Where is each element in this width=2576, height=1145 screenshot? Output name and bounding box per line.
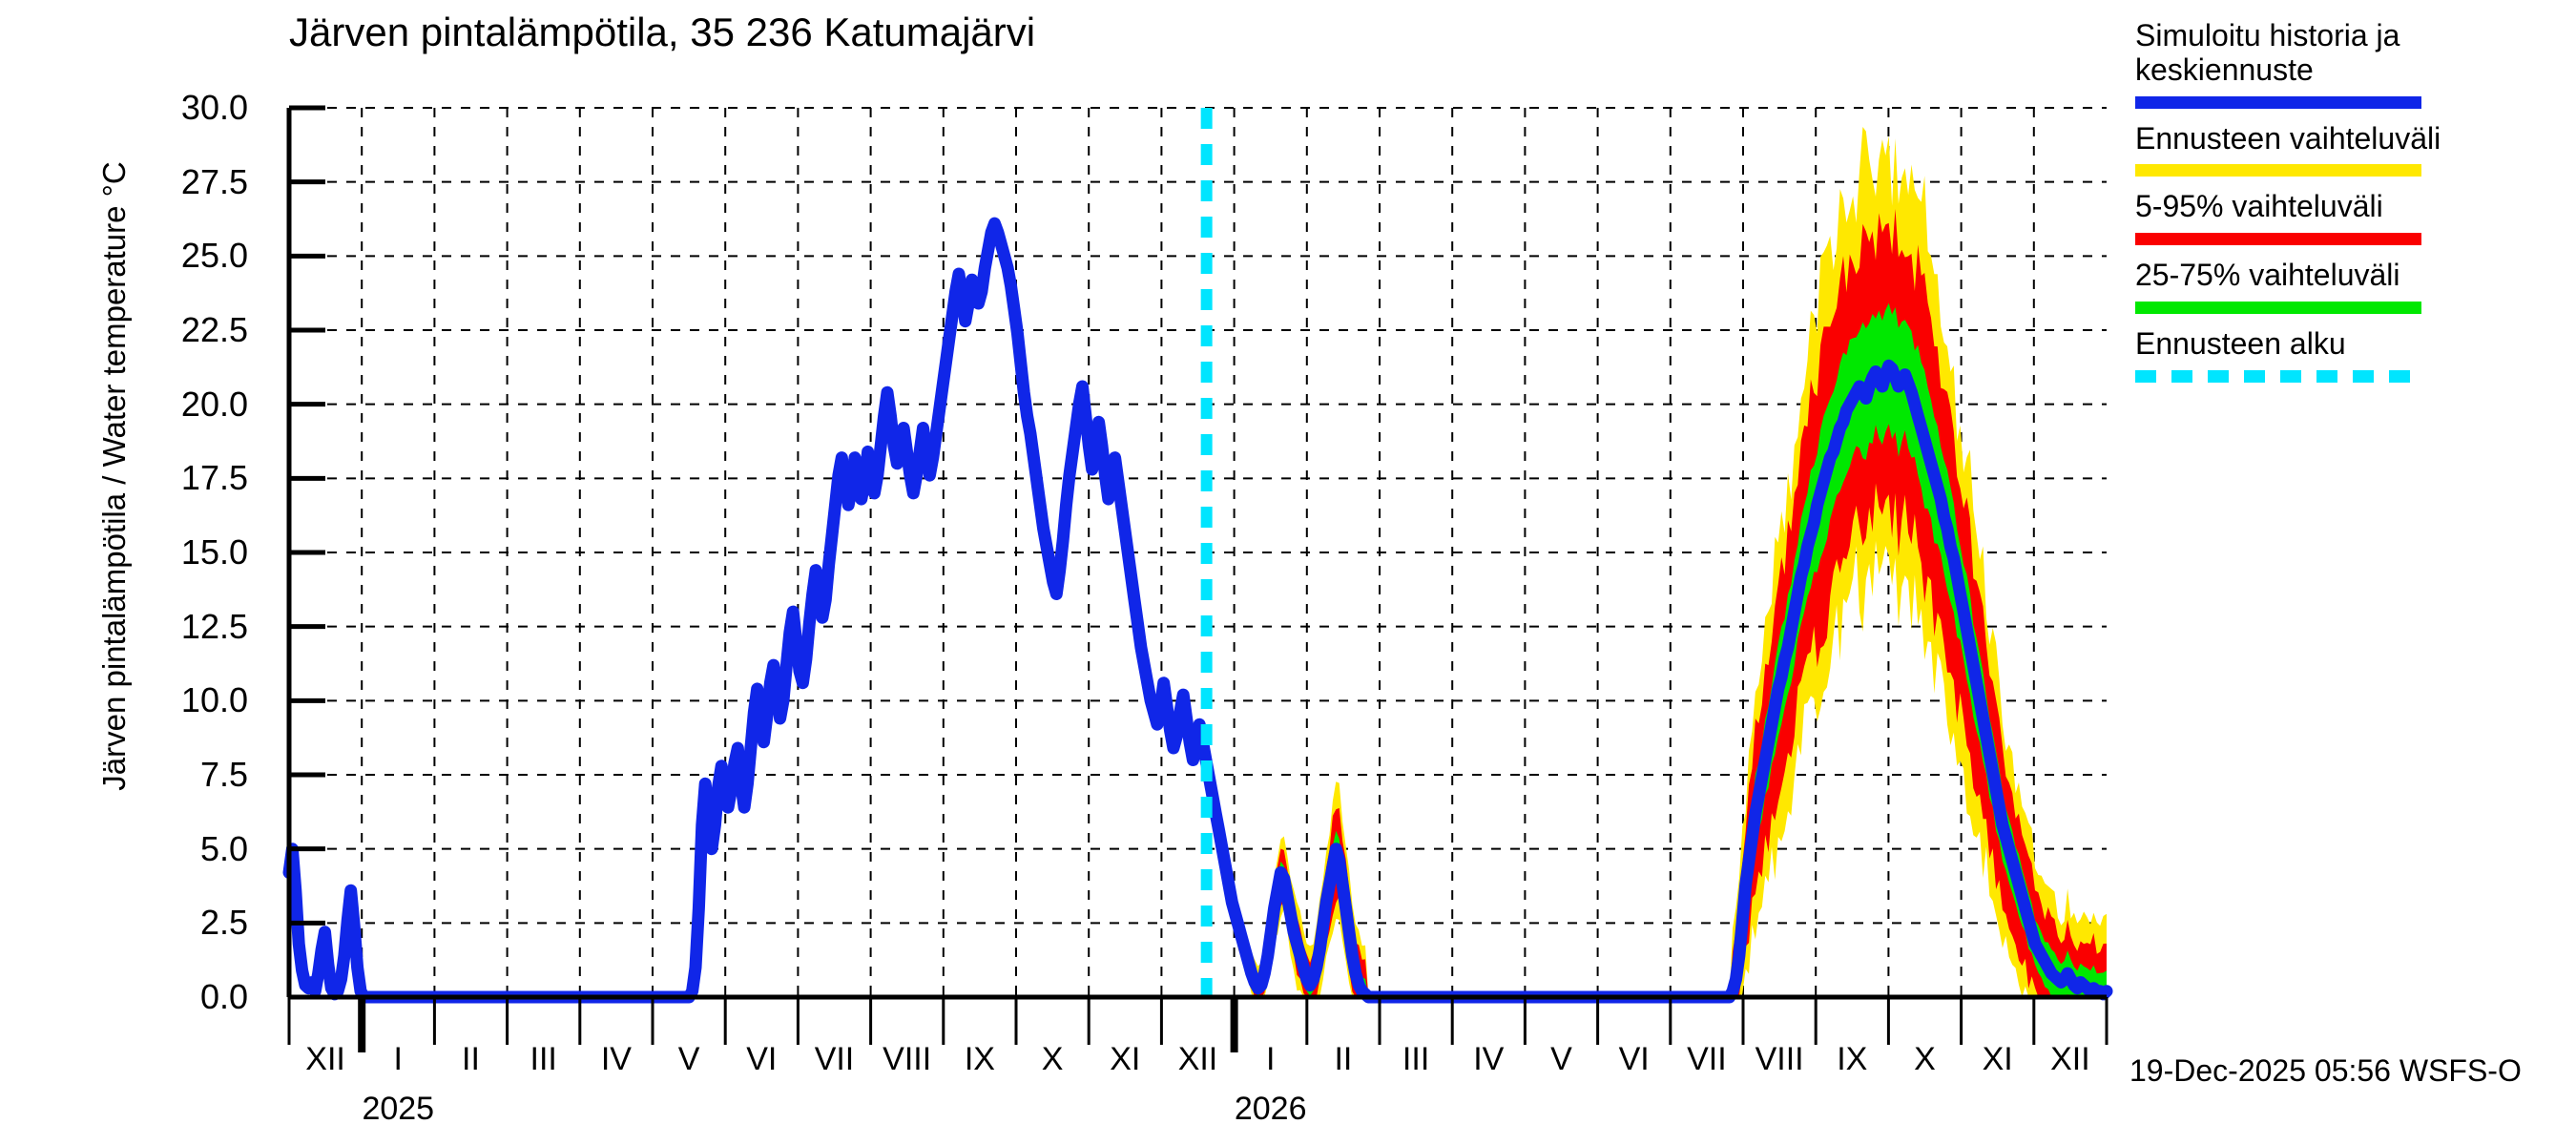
x-month-label: VIII xyxy=(1755,1041,1804,1077)
x-month-label: XI xyxy=(1110,1041,1141,1077)
x-month-label: VII xyxy=(1687,1041,1727,1077)
legend-swatch-simulated-history-median xyxy=(2135,95,2421,109)
y-tick-label: 30.0 xyxy=(180,88,248,127)
x-month-label: IV xyxy=(1473,1041,1505,1077)
x-month-label: III xyxy=(1402,1041,1430,1077)
x-year-label: 2025 xyxy=(362,1091,435,1127)
y-tick-label: 27.5 xyxy=(180,161,248,201)
y-tick-label: 17.5 xyxy=(180,458,248,498)
x-month-label: II xyxy=(1334,1041,1353,1077)
x-month-label: II xyxy=(462,1041,480,1077)
legend-swatch-forecast-range xyxy=(2135,164,2421,177)
y-tick-label: 12.5 xyxy=(180,606,248,646)
legend-label: Ennusteen vaihteluväli xyxy=(2135,120,2441,156)
x-month-label: I xyxy=(1265,1041,1276,1077)
y-tick-label: 5.0 xyxy=(199,828,248,868)
y-tick-label: 10.0 xyxy=(180,680,248,720)
x-month-label: III xyxy=(530,1041,557,1077)
y-tick-label: 25.0 xyxy=(180,236,248,276)
legend-label: Ennusteen alku xyxy=(2135,326,2346,362)
y-axis-ticks: 0.0 2.5 5.0 7.5 10.0 12.5 15.0 17.5 20.0 22.5 25.0… xyxy=(105,0,248,1145)
legend-item-forecast-start: Ennusteen alku xyxy=(2135,326,2574,383)
legend-item-range-25-75: 25-75% vaihteluväli xyxy=(2135,258,2574,315)
x-month-label: X xyxy=(1041,1041,1064,1077)
y-tick-label: 0.0 xyxy=(199,977,248,1016)
legend-label: Simuloitu historia ja keskiennuste xyxy=(2135,18,2400,87)
y-tick-label: 15.0 xyxy=(180,532,248,572)
x-month-label: XII xyxy=(305,1041,345,1077)
legend-label: 25-75% vaihteluväli xyxy=(2135,258,2400,293)
x-month-label: VI xyxy=(746,1041,778,1077)
x-month-label: XII xyxy=(1177,1041,1218,1077)
legend-label: 5-95% vaihteluväli xyxy=(2135,189,2383,224)
x-month-label: IX xyxy=(1837,1041,1868,1077)
x-month-label: VI xyxy=(1618,1041,1650,1077)
chart-legend: Simuloitu historia ja keskiennuste Ennust… xyxy=(2135,18,2574,388)
x-month-label: IX xyxy=(964,1041,995,1077)
x-month-label: VIII xyxy=(883,1041,932,1077)
x-month-label: VII xyxy=(814,1041,855,1077)
timestamp: 19-Dec-2025 05:56 WSFS-O xyxy=(2129,1053,2522,1088)
x-year-label: 2026 xyxy=(1234,1091,1307,1127)
legend-item-range-5-95: 5-95% vaihteluväli xyxy=(2135,189,2574,246)
x-month-label: V xyxy=(677,1041,700,1077)
y-tick-label: 20.0 xyxy=(180,384,248,424)
legend-item-simulated-history-median: Simuloitu historia ja keskiennuste xyxy=(2135,18,2574,109)
y-tick-label: 22.5 xyxy=(180,310,248,349)
x-month-label: I xyxy=(393,1041,403,1077)
legend-swatch-range-25-75 xyxy=(2135,302,2421,315)
y-tick-label: 7.5 xyxy=(199,755,248,794)
legend-swatch-range-5-95 xyxy=(2135,233,2421,246)
legend-item-forecast-range: Ennusteen vaihteluväli xyxy=(2135,120,2574,177)
x-month-label: XII xyxy=(2050,1041,2090,1077)
x-month-label: XI xyxy=(1982,1041,2013,1077)
page-title: Järven pintalämpötila, 35 236 Katumajärv… xyxy=(289,10,1036,54)
y-tick-label: 2.5 xyxy=(199,903,248,943)
x-month-label: IV xyxy=(600,1041,632,1077)
x-month-label: V xyxy=(1550,1041,1572,1077)
x-month-label: X xyxy=(1914,1041,1936,1077)
legend-swatch-forecast-start xyxy=(2135,369,2421,383)
